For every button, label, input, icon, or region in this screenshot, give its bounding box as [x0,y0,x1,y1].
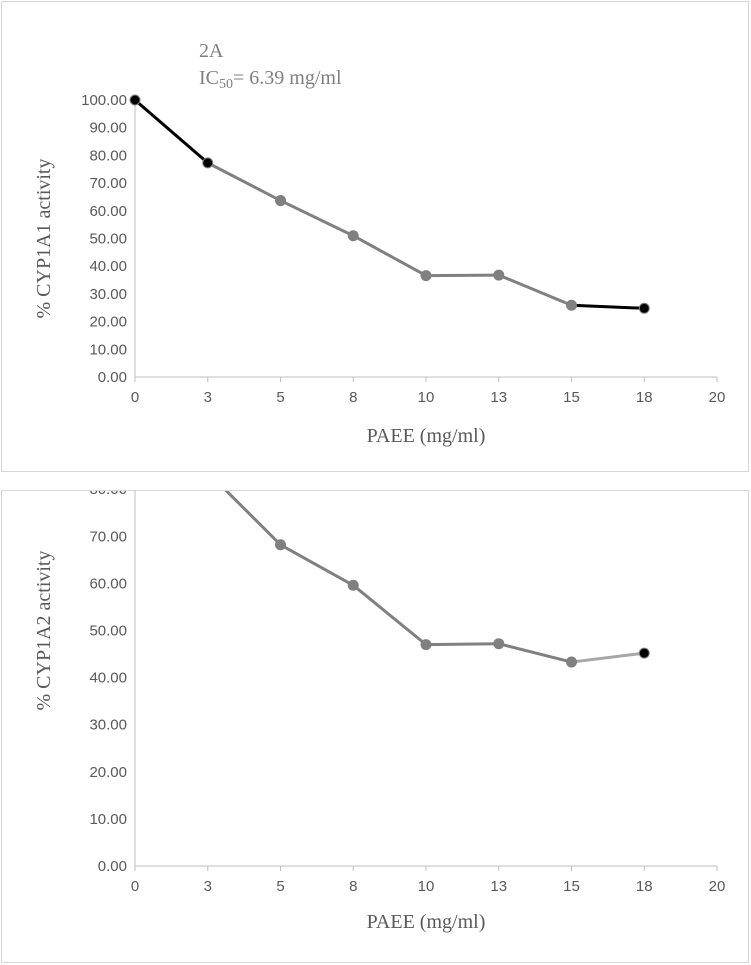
series-line-segment [424,642,501,647]
chart-2a: 0.00 10.00 20.00 30.00 40.00 50.00 60.00 70.00 8… [33,40,726,447]
x-tick-label: 8 [349,389,357,406]
y-tick-label: 70.00 [89,175,127,192]
series-line-segment [351,583,428,647]
x-tick-label: 15 [563,389,580,406]
data-point [347,230,359,242]
y-tick-label: 10.00 [89,811,127,828]
y-tick-label: 20.00 [89,764,127,781]
data-point [638,647,650,659]
x-tick-label: 0 [131,878,139,895]
data-point [420,270,432,282]
x-tick-label: 10 [418,389,435,406]
series-line-segment [570,303,646,310]
panel-label: 2A [199,40,224,62]
y-tick-label: 30.00 [89,717,127,734]
x-tick-label: 15 [563,878,580,895]
y-tick-label: 70.00 [89,528,127,545]
x-tick-label: 20 [709,878,726,895]
data-point [493,269,505,281]
x-tick-label: 13 [490,878,507,895]
y-tick-label: 100.00 [81,92,127,109]
x-tick-label: 8 [349,878,357,895]
y-tick-label: 10.00 [89,341,127,358]
x-axis-title: PAEE (mg/ml) [367,911,486,933]
y-tick-label: 20.00 [89,314,127,331]
y-tick-label: 40.00 [89,670,127,687]
y-tick-label: 0.00 [98,369,127,386]
data-point [202,157,214,169]
data-point [566,656,577,668]
series-line-segment [351,234,428,278]
data-point [638,302,650,314]
data-point [347,579,359,591]
x-tick-label: 18 [636,389,653,406]
x-tick-label: 3 [204,878,212,895]
x-tick-label: 5 [276,389,284,406]
y-tick-label: 60.00 [89,575,127,592]
y-axis-title: % CYP1A2 activity [33,551,55,711]
data-point [275,195,286,207]
chart-panel-2b: 0.00 10.00 20.00 30.00 40.00 50.00 60.00 70.00 8… [1,490,749,963]
x-tick-label: 20 [709,389,726,406]
x-tick-label: 3 [204,389,212,406]
chart-panel-2a: 0.00 10.00 20.00 30.00 40.00 50.00 60.00 70.00 8… [1,1,749,472]
x-tick-label: 13 [490,389,507,406]
y-tick-label: 40.00 [89,258,127,275]
y-tick-label: 0.00 [98,858,127,875]
series-line-segment [279,543,355,587]
x-tick-label: 5 [276,878,284,895]
data-point [129,94,141,106]
series-line-segment [279,199,355,238]
y-tick-label: 30.00 [89,286,127,303]
series-line-segment [497,642,573,664]
series-line-segment [570,651,646,664]
y-axis-title: % CYP1A1 activity [33,159,55,319]
series-line-segment [206,161,282,203]
x-tick-label: 0 [131,389,139,406]
data-point [420,639,432,651]
y-tick-label: 50.00 [89,231,127,248]
data-point [275,539,286,551]
series-line-segment [424,273,501,278]
x-tick-label: 10 [418,878,435,895]
data-point [566,299,577,311]
series-line-segment [224,491,282,547]
x-tick-label: 18 [636,878,653,895]
y-tick-label: 60.00 [89,203,127,220]
series-line-segment [133,98,210,165]
data-point [493,638,505,650]
chart-2b: 0.00 10.00 20.00 30.00 40.00 50.00 60.00 70.00 8… [33,491,726,933]
y-tick-label: 50.00 [89,623,127,640]
x-axis-title: PAEE (mg/ml) [367,425,486,447]
y-tick-label: 90.00 [89,120,127,137]
series-line-segment [497,273,573,307]
ic50-annotation: IC50= 6.39 mg/ml [199,67,342,92]
y-tick-label: 80.00 [89,147,127,164]
y-tick-label: 80.00 [89,491,127,498]
